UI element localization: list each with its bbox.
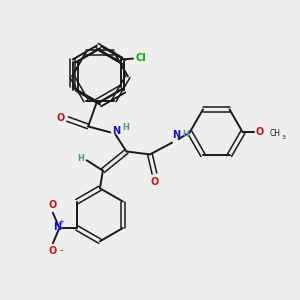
Text: Cl: Cl (136, 53, 147, 63)
Text: O: O (48, 200, 56, 210)
Text: H: H (77, 154, 84, 163)
Text: CH: CH (270, 129, 281, 138)
Text: O: O (150, 177, 158, 187)
Text: O: O (255, 127, 263, 137)
Text: N: N (53, 222, 61, 233)
Text: H: H (123, 122, 130, 131)
Text: H: H (182, 130, 189, 139)
Text: O: O (57, 113, 65, 124)
Text: N: N (172, 130, 180, 140)
Text: N: N (112, 126, 120, 136)
Text: O: O (48, 246, 56, 256)
Text: -: - (59, 245, 63, 255)
Text: 3: 3 (282, 135, 286, 140)
Text: +: + (59, 218, 64, 224)
